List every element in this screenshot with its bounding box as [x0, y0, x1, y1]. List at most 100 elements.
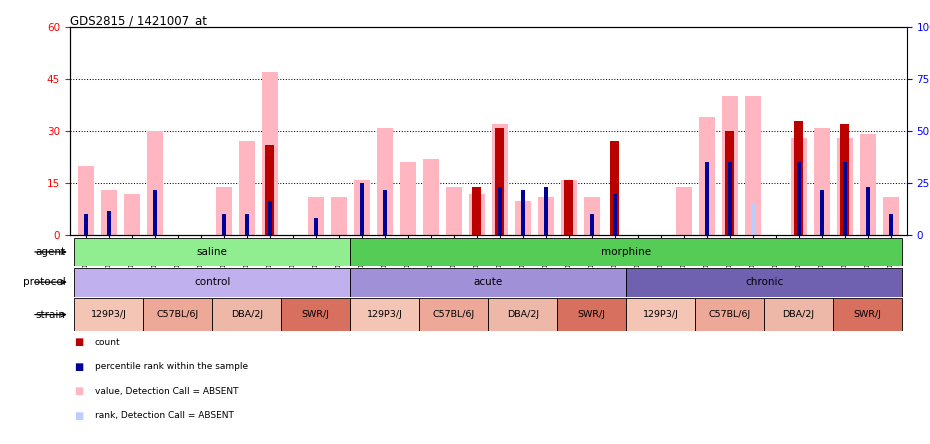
Bar [883, 197, 898, 235]
Bar [239, 142, 255, 235]
Text: C57BL/6J: C57BL/6J [156, 310, 199, 319]
Text: DBA/2J: DBA/2J [507, 310, 538, 319]
Bar [841, 124, 849, 235]
Bar [423, 159, 439, 235]
Text: 129P3/J: 129P3/J [366, 310, 403, 319]
Bar [814, 127, 830, 235]
Bar [360, 183, 364, 235]
Bar [221, 214, 226, 235]
Bar [261, 72, 278, 235]
Bar [84, 218, 88, 235]
Bar [544, 186, 548, 235]
Bar [626, 298, 696, 331]
Bar [124, 194, 140, 235]
Text: strain: strain [35, 309, 65, 320]
Bar [268, 201, 272, 235]
Bar [698, 117, 715, 235]
Bar [727, 211, 732, 235]
Bar [383, 190, 387, 235]
Bar [313, 225, 318, 235]
Bar [492, 124, 508, 235]
Bar [696, 298, 764, 331]
Bar [837, 138, 853, 235]
Bar [843, 163, 846, 235]
Text: value, Detection Call = ABSENT: value, Detection Call = ABSENT [95, 387, 238, 396]
Text: DBA/2J: DBA/2J [231, 310, 263, 319]
Bar [216, 186, 232, 235]
Bar [866, 186, 870, 235]
Bar [751, 204, 755, 235]
Bar [74, 298, 143, 331]
Bar [281, 298, 351, 331]
Bar [383, 190, 387, 235]
Text: ■: ■ [74, 337, 84, 347]
Bar [557, 298, 626, 331]
Text: SWR/J: SWR/J [302, 310, 330, 319]
Text: ■: ■ [74, 411, 84, 420]
Bar [866, 218, 870, 235]
Bar [84, 214, 88, 235]
Text: agent: agent [35, 247, 65, 257]
Bar [790, 138, 806, 235]
Bar [496, 127, 504, 235]
Text: SWR/J: SWR/J [854, 310, 882, 319]
Bar [538, 197, 553, 235]
Bar [100, 190, 117, 235]
Bar [676, 186, 692, 235]
Text: SWR/J: SWR/J [578, 310, 605, 319]
Text: rank, Detection Call = ABSENT: rank, Detection Call = ABSENT [95, 411, 233, 420]
Text: chronic: chronic [745, 277, 783, 287]
Bar [245, 218, 249, 235]
Bar [353, 180, 370, 235]
Bar [221, 222, 226, 235]
Bar [377, 127, 392, 235]
Bar [351, 238, 902, 266]
Bar [245, 214, 249, 235]
Bar [794, 121, 803, 235]
Text: 129P3/J: 129P3/J [643, 310, 679, 319]
Bar [488, 298, 557, 331]
Bar [331, 197, 347, 235]
Bar [514, 201, 531, 235]
Bar [74, 238, 351, 266]
Text: morphine: morphine [601, 247, 651, 257]
Bar [469, 194, 485, 235]
Bar [590, 214, 593, 235]
Text: control: control [194, 277, 231, 287]
Bar [498, 186, 502, 235]
Bar [859, 135, 876, 235]
Bar [819, 190, 824, 235]
Bar [797, 163, 801, 235]
Bar [147, 131, 163, 235]
Bar [888, 214, 893, 235]
Bar [833, 298, 902, 331]
Text: C57BL/6J: C57BL/6J [432, 310, 475, 319]
Bar [419, 298, 488, 331]
Text: GDS2815 / 1421007_at: GDS2815 / 1421007_at [70, 14, 206, 27]
Bar [400, 163, 416, 235]
Text: protocol: protocol [23, 277, 65, 287]
Bar [351, 268, 626, 297]
Bar [153, 190, 157, 235]
Bar [561, 180, 577, 235]
Bar [613, 194, 617, 235]
Bar [313, 218, 318, 235]
Bar [626, 268, 902, 297]
Bar [78, 166, 94, 235]
Bar [705, 163, 709, 235]
Bar [265, 145, 274, 235]
Text: ■: ■ [74, 386, 84, 396]
Bar [445, 186, 462, 235]
Bar [107, 211, 111, 235]
Text: count: count [95, 338, 121, 347]
Bar [727, 163, 732, 235]
Text: ■: ■ [74, 362, 84, 372]
Bar [725, 131, 734, 235]
Bar [143, 298, 212, 331]
Text: percentile rank within the sample: percentile rank within the sample [95, 362, 248, 371]
Text: C57BL/6J: C57BL/6J [709, 310, 751, 319]
Bar [610, 142, 619, 235]
Bar [764, 298, 833, 331]
Text: acute: acute [473, 277, 503, 287]
Bar [521, 190, 525, 235]
